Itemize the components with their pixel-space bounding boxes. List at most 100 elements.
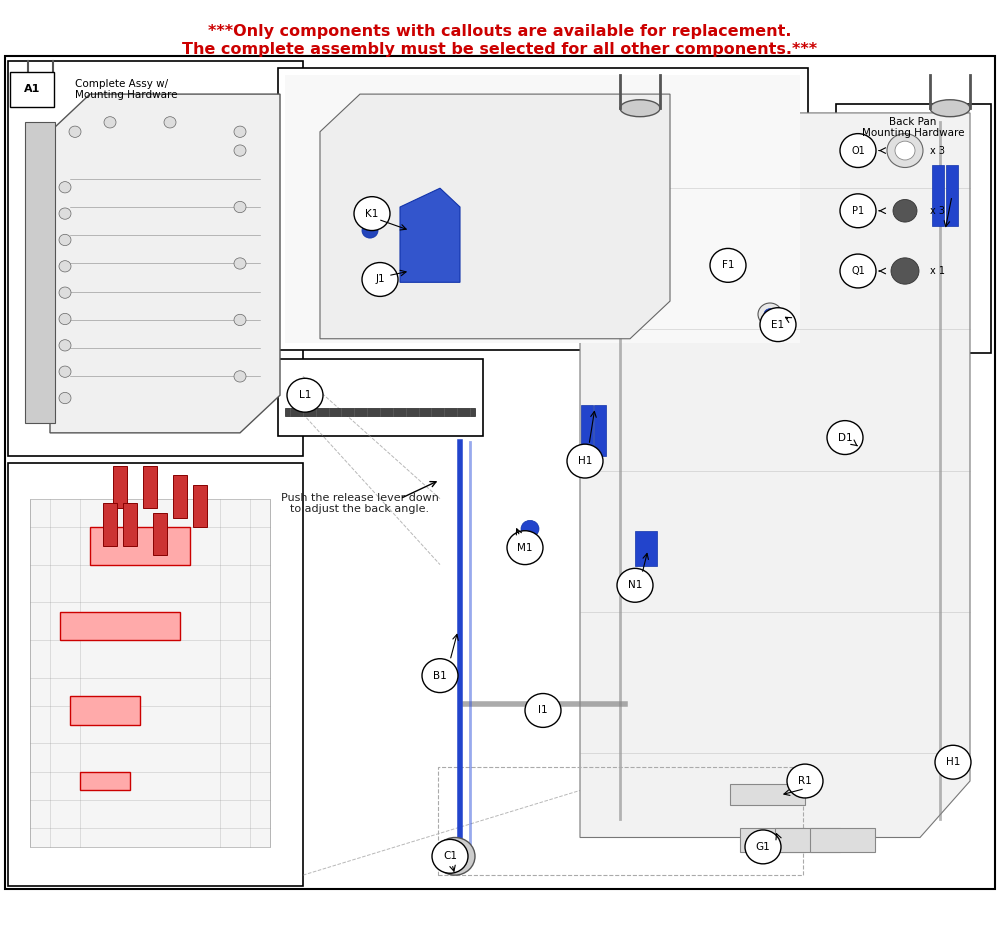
Circle shape <box>507 531 543 565</box>
Circle shape <box>59 261 71 272</box>
Circle shape <box>831 423 855 446</box>
Bar <box>946 165 958 226</box>
Ellipse shape <box>28 84 52 95</box>
Text: H1: H1 <box>946 758 960 767</box>
Bar <box>810 828 875 852</box>
Circle shape <box>104 117 116 128</box>
Circle shape <box>164 117 176 128</box>
Polygon shape <box>70 696 140 725</box>
Circle shape <box>764 309 776 320</box>
Circle shape <box>891 258 919 284</box>
Text: J1: J1 <box>375 275 385 284</box>
Bar <box>173 475 187 518</box>
Text: P1: P1 <box>852 206 864 215</box>
FancyBboxPatch shape <box>8 61 303 456</box>
Circle shape <box>422 659 458 693</box>
Bar <box>932 165 944 226</box>
Text: Back Pan
Mounting Hardware: Back Pan Mounting Hardware <box>862 117 964 138</box>
Text: N1: N1 <box>628 581 642 590</box>
Circle shape <box>354 197 390 231</box>
Polygon shape <box>400 188 460 282</box>
Circle shape <box>287 378 323 412</box>
Bar <box>193 485 207 527</box>
Bar <box>594 405 606 456</box>
Polygon shape <box>320 94 670 339</box>
Text: x 3: x 3 <box>930 206 945 215</box>
Circle shape <box>59 208 71 219</box>
FancyBboxPatch shape <box>278 359 483 436</box>
Circle shape <box>710 248 746 282</box>
Bar <box>775 828 840 852</box>
Circle shape <box>893 199 917 222</box>
Circle shape <box>234 145 246 156</box>
Circle shape <box>432 839 468 873</box>
Text: E1: E1 <box>771 320 785 329</box>
Polygon shape <box>80 772 130 790</box>
Circle shape <box>69 126 81 137</box>
Bar <box>581 405 593 456</box>
Polygon shape <box>60 612 180 640</box>
Circle shape <box>521 520 539 537</box>
Text: G1: G1 <box>756 842 770 852</box>
Circle shape <box>935 745 971 779</box>
Text: L1: L1 <box>299 391 311 400</box>
Text: K1: K1 <box>365 209 379 218</box>
Text: F1: F1 <box>722 261 734 270</box>
Circle shape <box>59 340 71 351</box>
Circle shape <box>840 194 876 228</box>
Circle shape <box>895 141 915 160</box>
Bar <box>103 503 117 546</box>
Bar <box>123 503 137 546</box>
Bar <box>153 513 167 555</box>
FancyBboxPatch shape <box>836 104 991 353</box>
Text: ***Only components with callouts are available for replacement.: ***Only components with callouts are ava… <box>208 24 792 39</box>
Polygon shape <box>25 122 55 423</box>
Polygon shape <box>285 408 475 416</box>
Circle shape <box>362 223 378 238</box>
Circle shape <box>234 258 246 269</box>
Circle shape <box>887 134 923 167</box>
Circle shape <box>59 313 71 325</box>
Circle shape <box>617 568 653 602</box>
Circle shape <box>59 234 71 246</box>
Bar <box>730 784 805 805</box>
Circle shape <box>234 371 246 382</box>
Text: I1: I1 <box>538 706 548 715</box>
Circle shape <box>234 126 246 137</box>
Circle shape <box>59 287 71 298</box>
Bar <box>113 466 127 508</box>
Text: Push the release lever down
to adjust the back angle.: Push the release lever down to adjust th… <box>281 493 439 514</box>
Circle shape <box>435 837 475 875</box>
FancyBboxPatch shape <box>8 463 303 886</box>
Circle shape <box>840 254 876 288</box>
Circle shape <box>787 764 823 798</box>
Circle shape <box>234 201 246 213</box>
Bar <box>740 828 805 852</box>
Ellipse shape <box>930 100 970 117</box>
Circle shape <box>362 263 398 296</box>
Circle shape <box>760 308 796 342</box>
FancyBboxPatch shape <box>5 56 995 889</box>
Bar <box>635 531 657 566</box>
Polygon shape <box>90 527 190 565</box>
Text: R1: R1 <box>798 776 812 786</box>
Text: M1: M1 <box>517 543 533 552</box>
Circle shape <box>827 421 863 455</box>
Ellipse shape <box>620 100 660 117</box>
Circle shape <box>445 847 465 866</box>
Circle shape <box>59 392 71 404</box>
Circle shape <box>234 314 246 326</box>
Circle shape <box>758 303 782 326</box>
Bar <box>143 466 157 508</box>
Circle shape <box>59 366 71 377</box>
Circle shape <box>525 694 561 727</box>
Text: Complete Assy w/
Mounting Hardware: Complete Assy w/ Mounting Hardware <box>75 79 178 100</box>
Text: B1: B1 <box>433 671 447 680</box>
Text: x 3: x 3 <box>930 146 945 155</box>
Text: x 1: x 1 <box>930 266 945 276</box>
Circle shape <box>837 429 849 440</box>
FancyBboxPatch shape <box>278 68 808 350</box>
Text: D1: D1 <box>838 433 852 442</box>
Text: H1: H1 <box>578 456 592 466</box>
Text: A1: A1 <box>24 85 40 94</box>
